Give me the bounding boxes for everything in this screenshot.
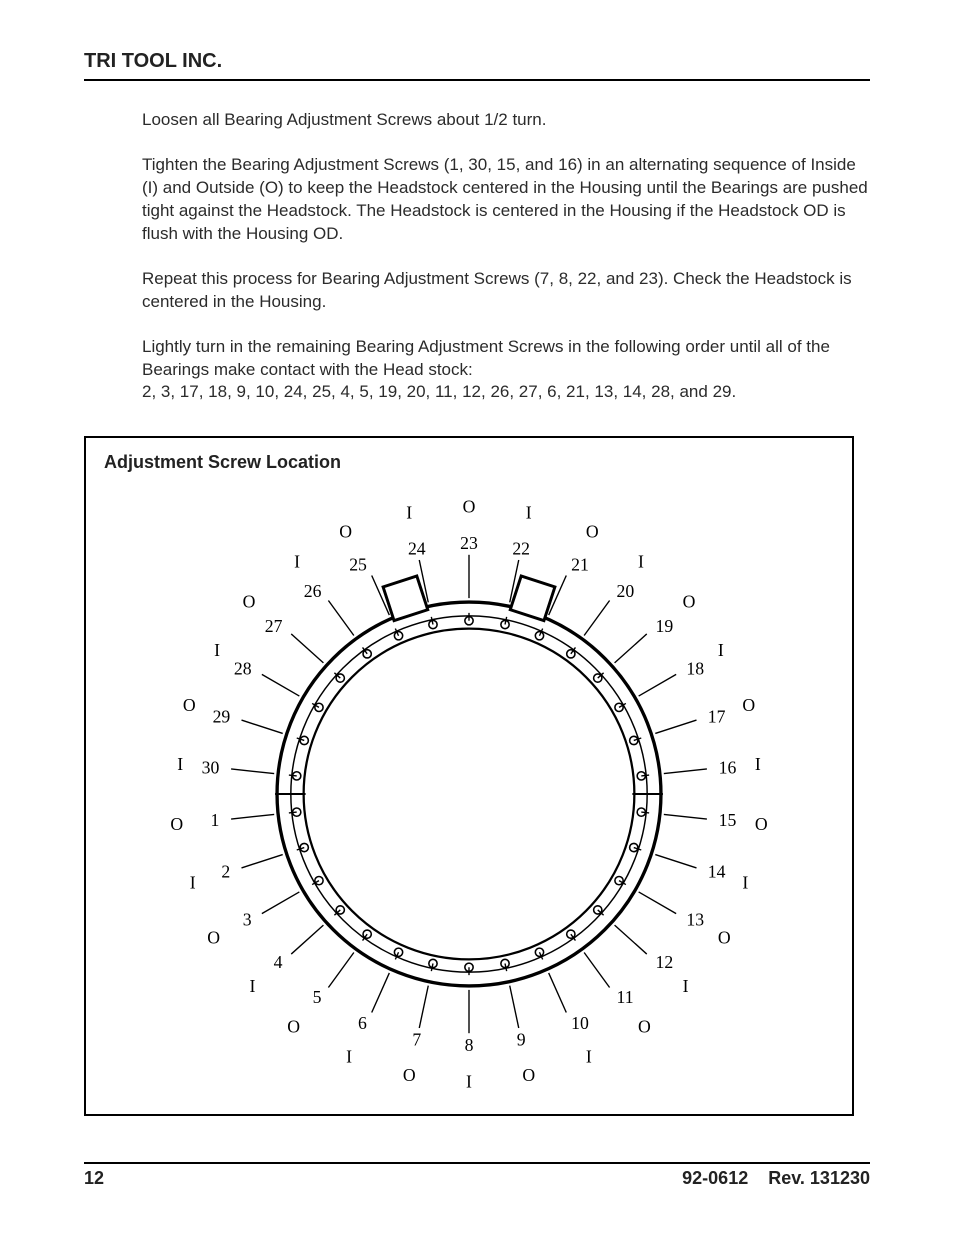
- svg-text:11: 11: [617, 987, 634, 1007]
- svg-text:I: I: [406, 503, 412, 523]
- svg-text:18: 18: [686, 659, 704, 679]
- svg-text:20: 20: [617, 581, 635, 601]
- svg-text:22: 22: [512, 539, 530, 559]
- svg-text:24: 24: [408, 539, 426, 559]
- paragraph-4: Lightly turn in the remaining Bearing Ad…: [142, 336, 870, 405]
- svg-text:23: 23: [460, 533, 478, 553]
- doc-number: 92-0612: [682, 1168, 748, 1188]
- svg-text:13: 13: [686, 910, 704, 930]
- svg-text:O: O: [243, 592, 256, 612]
- svg-text:4: 4: [274, 952, 283, 972]
- svg-text:I: I: [346, 1047, 352, 1067]
- footer: 12 92-0612 Rev. 131230: [84, 1162, 870, 1189]
- svg-text:I: I: [214, 641, 220, 661]
- svg-text:6: 6: [358, 1014, 367, 1034]
- doc-rev-label: Rev. 131230: [768, 1168, 870, 1188]
- svg-text:O: O: [207, 928, 220, 948]
- svg-text:5: 5: [313, 987, 322, 1007]
- svg-text:7: 7: [412, 1030, 421, 1050]
- svg-text:I: I: [718, 641, 724, 661]
- adjustment-screw-diagram: 1O2I3O4I5O6I7O8I9O10I11O12I13O14I15O16I1…: [99, 479, 839, 1109]
- svg-text:O: O: [742, 695, 755, 715]
- paragraph-3: Repeat this process for Bearing Adjustme…: [142, 268, 870, 314]
- svg-text:21: 21: [571, 555, 589, 575]
- svg-text:17: 17: [708, 707, 726, 727]
- svg-text:O: O: [403, 1065, 416, 1085]
- page-number: 12: [84, 1168, 104, 1189]
- svg-text:O: O: [683, 592, 696, 612]
- svg-text:2: 2: [221, 862, 230, 882]
- svg-text:10: 10: [571, 1014, 589, 1034]
- svg-text:I: I: [755, 754, 761, 774]
- svg-text:28: 28: [234, 659, 252, 679]
- svg-text:12: 12: [656, 952, 674, 972]
- svg-text:3: 3: [243, 910, 252, 930]
- svg-text:O: O: [718, 928, 731, 948]
- paragraph-4b: 2, 3, 17, 18, 9, 10, 24, 25, 4, 5, 19, 2…: [142, 382, 736, 401]
- diagram-holder: 1O2I3O4I5O6I7O8I9O10I11O12I13O14I15O16I1…: [86, 474, 852, 1114]
- paragraph-4a: Lightly turn in the remaining Bearing Ad…: [142, 337, 830, 379]
- svg-text:I: I: [177, 754, 183, 774]
- figure-title: Adjustment Screw Location: [104, 452, 834, 473]
- svg-text:O: O: [183, 695, 196, 715]
- svg-text:I: I: [466, 1072, 472, 1092]
- svg-text:19: 19: [656, 616, 674, 636]
- svg-text:27: 27: [265, 616, 283, 636]
- company-header: TRI TOOL INC.: [84, 50, 870, 81]
- svg-text:O: O: [586, 522, 599, 542]
- svg-text:14: 14: [708, 862, 726, 882]
- svg-text:1: 1: [211, 811, 220, 831]
- svg-text:O: O: [638, 1017, 651, 1037]
- figure-box: Adjustment Screw Location 1O2I3O4I5O6I7O…: [84, 436, 854, 1116]
- svg-text:O: O: [463, 497, 476, 517]
- svg-text:I: I: [638, 552, 644, 572]
- svg-text:26: 26: [304, 581, 322, 601]
- svg-text:15: 15: [719, 811, 737, 831]
- doc-rev: 92-0612 Rev. 131230: [682, 1168, 870, 1189]
- svg-text:O: O: [287, 1017, 300, 1037]
- svg-text:O: O: [339, 522, 352, 542]
- svg-text:29: 29: [213, 707, 231, 727]
- svg-text:O: O: [170, 814, 183, 834]
- paragraph-1: Loosen all Bearing Adjustment Screws abo…: [142, 109, 870, 132]
- svg-text:30: 30: [202, 758, 220, 778]
- svg-text:I: I: [249, 977, 255, 997]
- svg-text:I: I: [683, 977, 689, 997]
- svg-text:9: 9: [517, 1030, 526, 1050]
- paragraph-2: Tighten the Bearing Adjustment Screws (1…: [142, 154, 870, 246]
- svg-text:O: O: [522, 1065, 535, 1085]
- svg-text:I: I: [190, 873, 196, 893]
- svg-text:I: I: [586, 1047, 592, 1067]
- svg-text:25: 25: [349, 555, 367, 575]
- svg-text:I: I: [526, 503, 532, 523]
- svg-text:O: O: [755, 814, 768, 834]
- svg-text:16: 16: [719, 758, 737, 778]
- body-text: Loosen all Bearing Adjustment Screws abo…: [84, 109, 870, 404]
- svg-text:8: 8: [465, 1035, 474, 1055]
- page: TRI TOOL INC. Loosen all Bearing Adjustm…: [0, 0, 954, 1235]
- svg-text:I: I: [294, 552, 300, 572]
- svg-text:I: I: [742, 873, 748, 893]
